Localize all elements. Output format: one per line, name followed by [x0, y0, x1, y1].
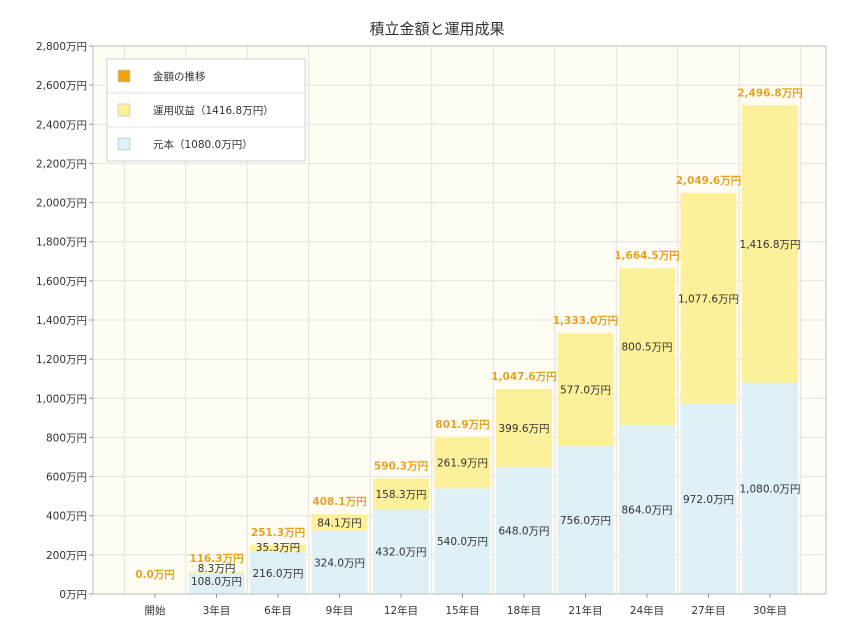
x-tick-label: 18年目 [507, 604, 541, 617]
y-tick-label: 0万円 [59, 589, 87, 601]
legend-label: 元本（1080.0万円） [153, 138, 253, 151]
principal-bar [434, 488, 491, 594]
gain-label: 8.3万円 [198, 563, 236, 575]
y-tick-label: 400万円 [46, 511, 87, 523]
principal-bar [557, 446, 614, 594]
x-tick-label: 24年目 [630, 604, 664, 617]
x-tick-label: 12年目 [384, 604, 418, 617]
principal-label: 648.0万円 [498, 526, 549, 538]
y-tick-label: 2,000万円 [36, 198, 87, 210]
principal-bar [496, 467, 552, 594]
y-tick-label: 1,200万円 [36, 354, 87, 366]
total-label: 801.9万円 [435, 419, 489, 431]
gain-bar [434, 437, 491, 489]
principal-label: 864.0万円 [621, 504, 672, 516]
gain-bar [250, 544, 306, 552]
x-tick-label: 9年目 [326, 604, 354, 617]
y-tick-label: 200万円 [46, 550, 87, 562]
total-label: 1,664.5万円 [614, 250, 680, 262]
principal-label: 108.0万円 [191, 576, 242, 588]
total-label: 116.3万円 [189, 553, 243, 565]
y-tick-label: 1,400万円 [36, 315, 87, 327]
legend-label: 金額の推移 [153, 70, 206, 83]
gain-label: 158.3万円 [375, 489, 426, 501]
gain-bar [373, 478, 429, 510]
principal-bar [373, 509, 429, 594]
gain-label: 577.0万円 [560, 385, 611, 397]
y-tick-label: 1,000万円 [36, 393, 87, 405]
total-label: 1,333.0万円 [553, 315, 619, 327]
y-tick-label: 1,600万円 [36, 276, 87, 288]
principal-bar [619, 424, 675, 594]
total-label: 2,496.8万円 [737, 87, 803, 99]
tick-labels: 0万円 200万円 400万円 600万円 800万円 1,000万円 1,200万円 1,4… [36, 41, 787, 617]
gain-label: 1,416.8万円 [739, 239, 800, 251]
gain-bar [619, 268, 675, 425]
principal-label: 540.0万円 [437, 536, 488, 548]
principal-label: 324.0万円 [314, 557, 365, 569]
y-tick-label: 600万円 [46, 472, 87, 484]
x-tick-label: 開始 [145, 604, 166, 617]
principal-label: 756.0万円 [560, 515, 611, 527]
principal-label: 1,080.0万円 [739, 483, 800, 495]
gain-label: 84.1万円 [317, 517, 361, 529]
x-tick-label: 3年目 [203, 604, 231, 617]
bars [188, 105, 798, 594]
total-label: 2,049.6万円 [676, 175, 742, 187]
gain-label: 800.5万円 [621, 342, 672, 354]
gain-bar [680, 192, 737, 404]
y-tick-label: 2,400万円 [36, 119, 87, 131]
x-tick-label: 30年目 [753, 604, 787, 617]
principal-bar [680, 403, 737, 594]
x-tick-label: 27年目 [691, 604, 725, 617]
y-tick-label: 1,800万円 [36, 237, 87, 249]
gain-bar [496, 388, 552, 468]
gain-bar [742, 105, 798, 383]
gain-label: 35.3万円 [256, 542, 300, 554]
legend-box [106, 58, 306, 162]
legend-label: 運用収益（1416.8万円） [153, 104, 274, 117]
x-tick-label: 15年目 [445, 604, 479, 617]
principal-label: 972.0万円 [683, 494, 734, 506]
x-tick-label: 6年目 [264, 604, 292, 617]
principal-label: 216.0万円 [252, 568, 303, 580]
gain-label: 399.6万円 [498, 423, 549, 435]
legend-swatch [117, 69, 131, 83]
y-tick-label: 2,800万円 [36, 41, 87, 53]
gain-bar [188, 571, 245, 573]
total-label: 251.3万円 [251, 527, 305, 539]
total-label: 590.3万円 [374, 460, 428, 472]
total-label: 1,047.6万円 [491, 371, 557, 383]
legend-swatch [117, 103, 131, 117]
principal-bar [188, 572, 245, 594]
y-tick-label: 2,200万円 [36, 158, 87, 170]
gain-label: 1,077.6万円 [678, 293, 739, 305]
principal-bar [742, 382, 798, 594]
principal-label: 432.0万円 [375, 547, 426, 559]
legend-swatch [117, 137, 131, 151]
principal-bar [311, 530, 368, 594]
gain-bar [311, 514, 368, 531]
principal-bar [250, 551, 306, 594]
total-label: 408.1万円 [312, 496, 366, 508]
x-tick-label: 21年目 [568, 604, 602, 617]
y-tick-label: 800万円 [46, 432, 87, 444]
chart-title: 積立金額と運用成果 [369, 20, 504, 38]
gain-bar [557, 333, 614, 447]
y-tick-label: 2,600万円 [36, 80, 87, 92]
total-label: 0.0万円 [135, 569, 175, 581]
gain-label: 261.9万円 [437, 458, 488, 470]
